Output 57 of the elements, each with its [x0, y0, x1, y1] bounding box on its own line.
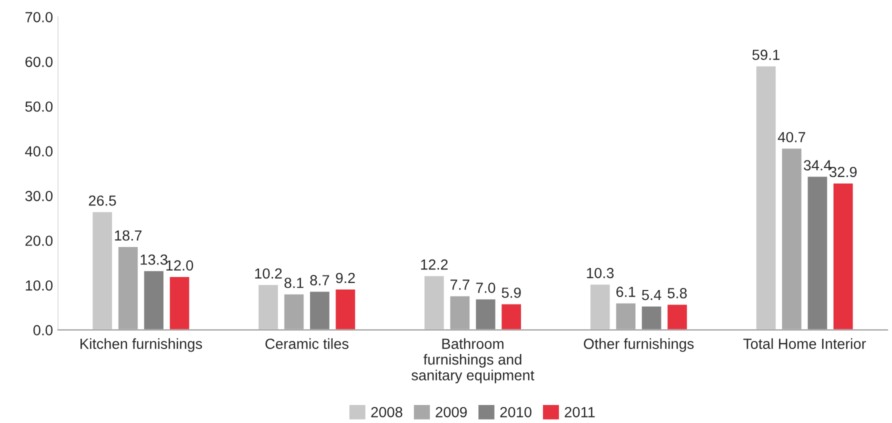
- data-label: 32.9: [830, 166, 857, 178]
- data-label: 5.8: [668, 288, 687, 298]
- bar: [168, 276, 191, 330]
- bar: [334, 288, 356, 330]
- bar: [282, 293, 306, 330]
- data-label: 26.5: [88, 195, 116, 206]
- data-label: 59.1: [752, 50, 780, 60]
- bar: [832, 182, 854, 330]
- data-label: 7.0: [476, 282, 496, 293]
- data-label: 8.7: [310, 275, 330, 286]
- legend-label: 2010: [500, 407, 532, 418]
- y-tick-label: 40.0: [25, 146, 53, 156]
- bar: [142, 270, 165, 330]
- data-label: 18.7: [115, 230, 142, 241]
- bar: [500, 302, 522, 330]
- data-label: 7.7: [450, 280, 470, 290]
- bar: [117, 246, 140, 330]
- bar: [257, 284, 280, 330]
- y-tick-label: 30.0: [25, 190, 53, 202]
- data-label: 10.2: [255, 268, 282, 279]
- bar: [640, 305, 663, 330]
- data-label: 12.0: [166, 260, 194, 271]
- data-label: 5.4: [642, 290, 662, 300]
- bar: [806, 175, 829, 330]
- x-tick-label: Kitchen furnishings: [80, 338, 202, 352]
- y-tick-label: 10.0: [26, 280, 53, 291]
- y-tick-label: 20.0: [25, 236, 53, 246]
- data-label: 5.9: [502, 288, 521, 298]
- data-label: 12.2: [421, 259, 448, 270]
- data-label: 13.3: [140, 254, 168, 265]
- data-label: 9.2: [336, 272, 355, 284]
- bar: [666, 303, 688, 330]
- data-label: 40.7: [778, 132, 806, 142]
- legend-label: 2008: [371, 407, 402, 418]
- y-tick-label: 60.0: [25, 56, 53, 68]
- y-tick-label: 50.0: [25, 101, 53, 112]
- bar: [614, 302, 637, 330]
- x-tick-label: Total Home Interior: [743, 338, 866, 349]
- y-tick-label: 0.0: [33, 325, 53, 336]
- data-label: 10.3: [587, 268, 614, 278]
- x-tick-label: Bathroom furnishings and sanitary equipment: [412, 338, 534, 384]
- bar: [91, 210, 114, 330]
- bar: [308, 290, 331, 330]
- data-label: 6.1: [616, 286, 636, 297]
- data-label: 8.1: [284, 278, 304, 288]
- x-tick-label: Other furnishings: [584, 338, 694, 352]
- bar: [448, 294, 471, 330]
- bar: [423, 274, 446, 330]
- legend-label: 2011: [564, 407, 595, 418]
- bar: [474, 298, 497, 330]
- bar: [589, 283, 612, 330]
- bar: [754, 64, 778, 330]
- legend-label: 2009: [436, 407, 467, 418]
- bar: [780, 147, 803, 330]
- data-label: 34.4: [804, 160, 832, 170]
- y-tick-label: 70.0: [25, 12, 53, 22]
- x-tick-label: Ceramic tiles: [265, 338, 348, 349]
